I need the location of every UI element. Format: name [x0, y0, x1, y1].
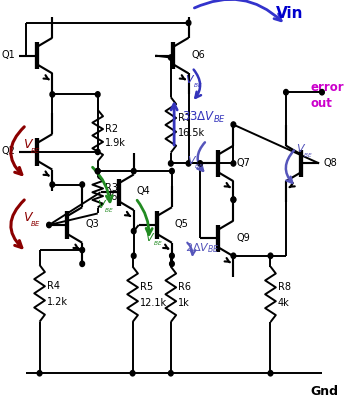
Text: R2: R2 — [105, 124, 118, 134]
Text: R5: R5 — [140, 282, 153, 292]
Text: $V$: $V$ — [187, 154, 197, 166]
Circle shape — [80, 247, 85, 253]
Text: Gnd: Gnd — [310, 385, 338, 398]
Text: Q1: Q1 — [1, 50, 15, 60]
Circle shape — [95, 92, 100, 97]
Text: $33\Delta V_{BE}$: $33\Delta V_{BE}$ — [183, 110, 226, 125]
Text: $_{BE}$: $_{BE}$ — [193, 82, 202, 90]
Circle shape — [95, 168, 100, 174]
Text: $V$: $V$ — [23, 211, 34, 224]
Text: R6: R6 — [178, 282, 191, 292]
Text: Q8: Q8 — [323, 158, 337, 168]
Text: 12.1k: 12.1k — [140, 298, 167, 308]
Circle shape — [50, 182, 55, 187]
Circle shape — [231, 161, 236, 166]
Text: Q3: Q3 — [85, 219, 99, 229]
Text: 4k: 4k — [278, 298, 290, 308]
Circle shape — [284, 90, 288, 95]
Text: out: out — [310, 96, 332, 110]
Text: Q2: Q2 — [1, 146, 15, 156]
Text: Q7: Q7 — [237, 158, 250, 168]
Text: $2\Delta V_{BE}$: $2\Delta V_{BE}$ — [185, 242, 220, 255]
Circle shape — [80, 261, 85, 266]
Circle shape — [198, 161, 203, 166]
Circle shape — [231, 253, 236, 258]
Text: $_{BE}$: $_{BE}$ — [30, 219, 41, 229]
Circle shape — [231, 122, 236, 127]
Circle shape — [131, 253, 136, 258]
Text: 16.5k: 16.5k — [178, 128, 205, 138]
Text: 1.2k: 1.2k — [47, 297, 68, 307]
Circle shape — [186, 20, 191, 26]
Circle shape — [50, 92, 55, 97]
Text: Q9: Q9 — [237, 233, 250, 243]
Circle shape — [80, 182, 85, 187]
Text: $_{BE}$: $_{BE}$ — [30, 146, 41, 156]
Text: R3: R3 — [105, 184, 118, 194]
Circle shape — [168, 55, 173, 60]
Circle shape — [168, 370, 173, 376]
Text: 1k: 1k — [178, 298, 190, 308]
Text: $_{BE}$: $_{BE}$ — [194, 162, 204, 171]
Text: R8: R8 — [278, 282, 291, 292]
Text: Q5: Q5 — [175, 219, 189, 229]
Text: $V$: $V$ — [185, 73, 196, 85]
Text: Vin: Vin — [276, 6, 303, 21]
Text: $V$: $V$ — [296, 142, 306, 154]
Circle shape — [170, 261, 174, 266]
Circle shape — [131, 168, 136, 174]
Circle shape — [186, 161, 191, 166]
Circle shape — [131, 228, 136, 234]
Text: $_{BE}$: $_{BE}$ — [153, 239, 163, 248]
Circle shape — [95, 149, 100, 154]
Circle shape — [170, 253, 174, 258]
Text: R7: R7 — [178, 113, 191, 123]
Text: $V$: $V$ — [145, 230, 155, 242]
Text: Q6: Q6 — [192, 50, 205, 60]
Text: Q4: Q4 — [137, 186, 151, 196]
Circle shape — [130, 370, 135, 376]
Circle shape — [268, 370, 273, 376]
Circle shape — [95, 168, 100, 174]
Text: $V$: $V$ — [97, 198, 107, 210]
Circle shape — [268, 253, 273, 258]
Circle shape — [231, 197, 236, 202]
Circle shape — [37, 370, 42, 376]
Text: 26: 26 — [105, 192, 117, 202]
Circle shape — [320, 90, 324, 95]
Circle shape — [170, 168, 174, 174]
Circle shape — [231, 197, 236, 202]
Text: R4: R4 — [47, 281, 60, 291]
Circle shape — [47, 222, 51, 228]
Text: error: error — [310, 81, 344, 94]
Text: $_{BE}$: $_{BE}$ — [303, 151, 313, 160]
Text: $V$: $V$ — [23, 138, 34, 151]
Circle shape — [168, 161, 173, 166]
Text: $_{BE}$: $_{BE}$ — [105, 206, 114, 215]
Text: 1.9k: 1.9k — [105, 138, 126, 148]
